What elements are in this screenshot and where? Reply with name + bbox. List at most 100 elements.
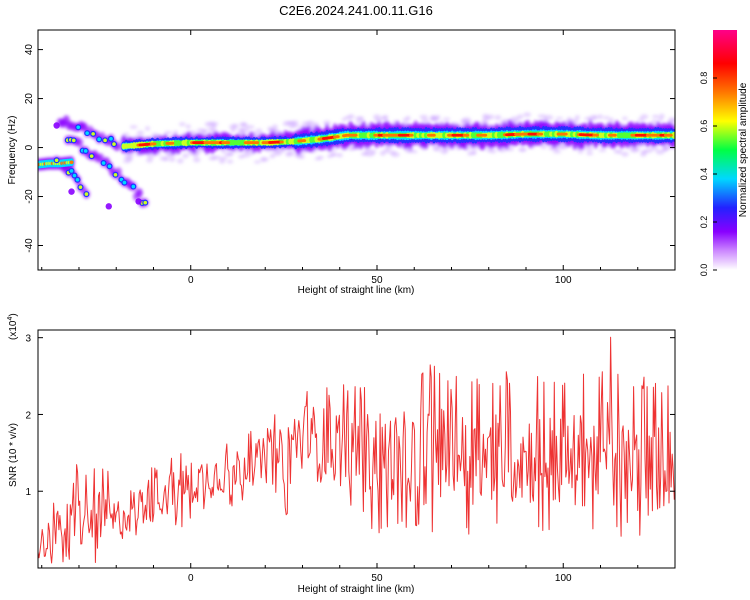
noise-spot xyxy=(405,115,411,121)
noise-spot xyxy=(523,112,532,118)
y-tick-label: 20 xyxy=(24,93,35,105)
x-tick-label: 0 xyxy=(188,275,194,286)
noise-spot xyxy=(608,117,614,123)
band-red-core xyxy=(353,133,358,137)
noise-spot xyxy=(240,127,249,133)
band-red-core xyxy=(538,132,544,136)
branch-core xyxy=(97,137,101,142)
colorbar-tick-label: 0.8 xyxy=(699,72,709,85)
noise-spot xyxy=(510,116,520,121)
branch-core xyxy=(54,158,59,163)
band-red-core xyxy=(482,133,488,137)
band-green xyxy=(671,131,675,139)
noise-spot xyxy=(146,157,153,163)
noise-spot xyxy=(239,122,247,127)
noise-spot xyxy=(662,146,671,151)
noise-spot xyxy=(291,124,300,128)
noise-spot xyxy=(651,119,657,125)
spectrogram-y-axis-label: Frequency (Hz) xyxy=(7,116,18,185)
noise-spot xyxy=(126,157,133,162)
band-red-core xyxy=(225,141,231,145)
branch-core xyxy=(85,131,89,135)
branch-core xyxy=(112,142,116,146)
branch-core xyxy=(131,184,136,189)
branch-envelope xyxy=(76,138,84,148)
noise-spot xyxy=(178,122,186,127)
noise-spot xyxy=(272,124,278,130)
noise-spot xyxy=(247,151,254,156)
noise-spot xyxy=(192,152,199,158)
branch-core xyxy=(75,177,80,182)
branch-core xyxy=(83,149,88,153)
colorbar: 0.0 0.2 0.4 0.6 0.8 Normalized spectral ampl… xyxy=(699,30,749,276)
snr-multiplier-base: (x10 xyxy=(8,320,19,340)
branch-core xyxy=(109,136,113,141)
noise-spot xyxy=(125,151,135,157)
noise-spot xyxy=(621,116,628,121)
band-red-core xyxy=(152,142,157,146)
noise-spot xyxy=(254,160,261,164)
band-red-core xyxy=(335,135,340,139)
snr-y-axis-label: SNR (10 * v/v) xyxy=(8,423,19,487)
noise-spot xyxy=(552,150,562,154)
noise-spot xyxy=(211,124,217,130)
noise-spot xyxy=(591,114,598,120)
svg-text:(x104): (x104) xyxy=(7,313,19,340)
noise-spot xyxy=(177,158,184,164)
noise-spot xyxy=(330,153,339,157)
noise-spot xyxy=(586,151,593,156)
snr-plot-area xyxy=(38,330,675,568)
isolated-spot xyxy=(135,198,142,205)
colorbar-tick-label: 0.6 xyxy=(699,120,709,133)
branch-core xyxy=(72,173,77,178)
branch-core xyxy=(107,164,112,169)
noise-spot xyxy=(443,147,449,153)
noise-spot xyxy=(245,125,255,130)
noise-spot xyxy=(219,156,228,160)
noise-spot xyxy=(621,151,629,157)
noise-spot xyxy=(555,116,564,120)
noise-spot xyxy=(412,149,418,154)
noise-spot xyxy=(380,115,388,121)
band-red-core xyxy=(612,133,617,137)
snr-panel: 0 50 100 1 2 3 Height of straight line (km) S… xyxy=(7,313,676,595)
noise-spot xyxy=(168,156,176,162)
noise-spot xyxy=(243,148,249,154)
snr-multiplier-label: (x104) xyxy=(7,313,19,340)
noise-spot xyxy=(516,114,524,120)
snr-x-axis-label: Height of straight line (km) xyxy=(298,584,415,595)
noise-spot xyxy=(544,115,554,121)
snr-line xyxy=(38,336,675,564)
y-tick-label: 1 xyxy=(25,487,31,498)
y-tick-label: -40 xyxy=(24,238,35,253)
x-tick-label: 100 xyxy=(555,573,572,584)
y-tick-label: 40 xyxy=(24,44,35,56)
noise-spot xyxy=(145,126,151,131)
spectrogram-heatmap xyxy=(38,112,675,210)
y-tick-label: 0 xyxy=(24,144,35,150)
noise-spot xyxy=(146,153,155,159)
y-tick-label: -20 xyxy=(24,189,35,204)
noise-spot xyxy=(421,118,430,123)
noise-spot xyxy=(262,157,269,162)
noise-spot xyxy=(650,147,660,151)
y-tick-label: 2 xyxy=(25,410,31,421)
colorbar-label: Normalized spectral amplitude xyxy=(738,82,749,217)
noise-spot xyxy=(585,145,594,151)
branch-core xyxy=(84,192,89,196)
x-tick-label: 100 xyxy=(555,275,572,286)
snr-multiplier-close: ) xyxy=(8,313,19,316)
noise-spot xyxy=(211,155,221,160)
snr-multiplier-exp: 4 xyxy=(7,317,14,321)
noise-spot xyxy=(652,114,660,119)
noise-spot xyxy=(255,128,263,134)
branch-envelope xyxy=(135,188,143,198)
colorbar-tick-label: 0.0 xyxy=(699,264,709,277)
noise-spot xyxy=(574,115,580,120)
noise-spot xyxy=(597,114,603,120)
noise-spot xyxy=(306,120,315,125)
snr-frame xyxy=(37,329,676,569)
noise-spot xyxy=(220,149,227,154)
noise-spot xyxy=(163,157,169,161)
